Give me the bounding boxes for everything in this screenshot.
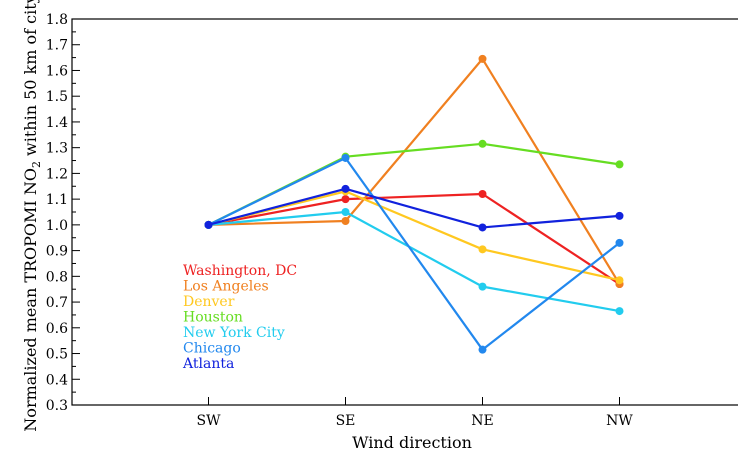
legend-entry: Atlanta	[182, 356, 234, 372]
data-point-atlanta	[204, 220, 213, 229]
data-point-los-angeles	[341, 217, 350, 226]
y-axis-title: Normalized mean TROPOMI NO2 within 50 km…	[21, 0, 43, 432]
y-tick-label: 1.6	[46, 63, 68, 79]
data-point-new-york-city	[341, 208, 350, 216]
data-point-chicago	[478, 345, 487, 354]
legend-entry: Houston	[183, 310, 243, 326]
y-tick-label: 0.5	[46, 347, 68, 363]
data-point-chicago	[615, 238, 624, 247]
series-line-washington-dc	[208, 192, 621, 285]
y-tick-label: 0.9	[46, 244, 68, 260]
data-point-washington-dc	[341, 195, 350, 204]
x-axis-title: Wind direction	[352, 433, 472, 452]
data-point-atlanta	[341, 184, 350, 193]
x-tick-label: SW	[197, 413, 222, 429]
legend-entry: Chicago	[183, 341, 241, 357]
y-tick-label: 0.4	[46, 372, 68, 388]
plot-frame	[71, 18, 738, 406]
x-tick-label: NW	[606, 413, 633, 429]
data-point-denver	[615, 276, 624, 285]
series-line-chicago	[208, 156, 621, 351]
data-point-houston	[478, 139, 487, 148]
series-line-denver	[208, 190, 620, 282]
y-tick-label: 0.7	[46, 295, 68, 311]
y-tick-label: 1.4	[46, 115, 68, 131]
data-point-new-york-city	[478, 282, 487, 291]
y-tick-label: 1.1	[46, 192, 68, 208]
data-point-houston	[615, 160, 624, 169]
y-tick-label: 1.2	[46, 166, 68, 182]
data-point-washington-dc	[478, 189, 487, 198]
y-tick-label: 1.5	[46, 89, 68, 105]
data-point-denver	[478, 245, 487, 254]
series-line-atlanta	[208, 187, 620, 229]
x-tick-label: NE	[471, 413, 493, 429]
series-line-los-angeles	[208, 57, 621, 285]
legend-entry: Los Angeles	[183, 279, 269, 295]
y-tick-label: 0.8	[46, 269, 68, 285]
y-tick-label: 1.3	[46, 141, 68, 157]
series-line-new-york-city	[208, 210, 620, 313]
y-tick-label: 1.7	[46, 38, 68, 54]
legend-entry: Washington, DC	[183, 263, 297, 279]
data-point-los-angeles	[478, 54, 487, 63]
y-tick-label: 0.3	[46, 398, 68, 414]
legend-entry: New York City	[183, 325, 285, 341]
data-point-atlanta	[478, 223, 487, 232]
data-point-atlanta	[615, 211, 624, 220]
y-tick-label: 0.6	[46, 321, 68, 337]
y-tick-label: 1.0	[46, 218, 68, 234]
legend-entry: Denver	[183, 294, 235, 310]
data-point-new-york-city	[615, 307, 624, 316]
y-tick-label: 1.8	[46, 12, 68, 28]
data-point-chicago	[341, 153, 350, 162]
x-tick-label: SE	[336, 413, 356, 429]
